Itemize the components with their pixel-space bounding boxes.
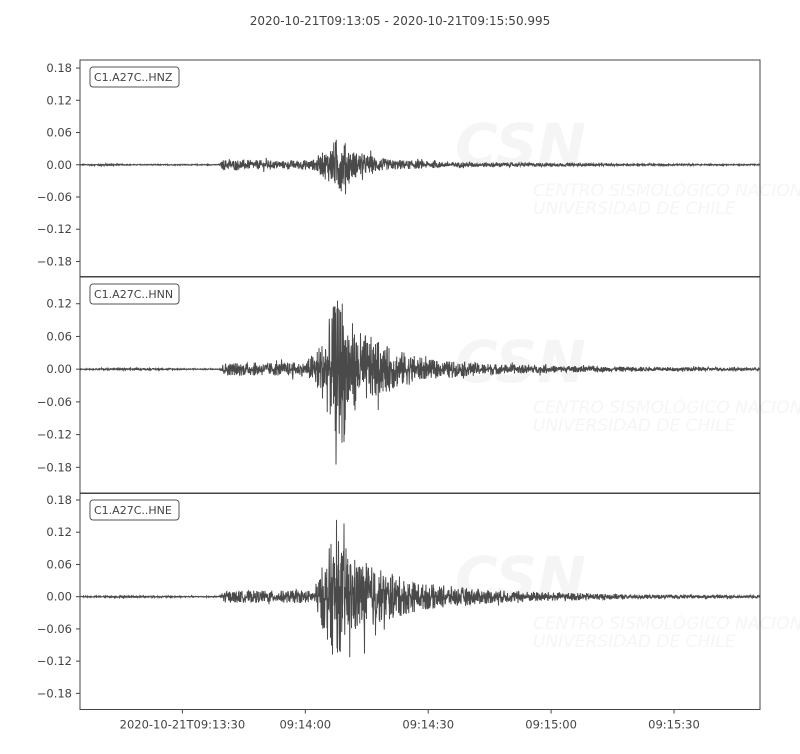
trace-label-box — [89, 66, 180, 88]
y-tick-label: 0.12 — [46, 297, 72, 311]
x-axis: 2020-10-21T09:13:30 09:14:00 09:14:30 09:15… — [120, 709, 700, 732]
y-tick-label: 0.00 — [46, 158, 72, 172]
chart-title: 2020-10-21T09:13:05 - 2020-10-21T09:15:5… — [250, 14, 551, 28]
y-tick-label: 0.00 — [46, 590, 72, 604]
x-tick-label: 09:14:30 — [402, 718, 454, 732]
panel-frame — [79, 276, 761, 494]
trace-label: C1.A27C..HNN — [89, 283, 180, 305]
trace-label-text: C1.A27C..HNN — [94, 288, 173, 301]
x-tick-label: 09:15:30 — [648, 718, 700, 732]
y-tick-label: 0.00 — [46, 362, 72, 376]
y-tick-label: 0.12 — [46, 525, 72, 539]
y-tick-label: −0.06 — [37, 395, 72, 409]
watermark-line2: UNIVERSIDAD DE CHILE — [533, 199, 736, 219]
trace-label-box — [89, 283, 180, 305]
csn-watermark-logo: CSNCENTRO SISMOLÓGICO NACIONALUNIVERSIDA… — [455, 328, 800, 436]
y-tick-label: 0.12 — [46, 93, 72, 107]
waveform-trace — [79, 139, 761, 195]
trace-label-text: C1.A27C..HNE — [94, 504, 172, 517]
trace-label: C1.A27C..HNE — [89, 499, 180, 521]
y-tick-label: −0.06 — [37, 190, 72, 204]
y-tick-label: −0.18 — [37, 686, 72, 700]
y-tick-label: −0.18 — [37, 460, 72, 474]
y-tick-label: −0.18 — [37, 254, 72, 268]
y-tick-label: −0.12 — [37, 654, 72, 668]
watermark-line2: UNIVERSIDAD DE CHILE — [533, 632, 736, 652]
y-tick-label: −0.12 — [37, 222, 72, 236]
y-tick-label: 0.18 — [46, 61, 72, 75]
x-tick-label: 09:15:00 — [525, 718, 577, 732]
y-tick-label: 0.18 — [46, 493, 72, 507]
trace-label-text: C1.A27C..HNZ — [94, 71, 173, 84]
y-tick-label: 0.06 — [46, 126, 72, 140]
y-tick-label: 0.06 — [46, 329, 72, 343]
panel-frame — [79, 59, 761, 277]
panel-frame — [79, 492, 761, 710]
trace-label-box — [89, 499, 180, 521]
x-tick-label: 09:14:00 — [279, 718, 331, 732]
panel-C1.A27C..HNN: CSNCENTRO SISMOLÓGICO NACIONALUNIVERSIDA… — [37, 276, 800, 494]
watermark-csn: CSN — [455, 111, 586, 179]
panel-C1.A27C..HNZ: CSNCENTRO SISMOLÓGICO NACIONALUNIVERSIDA… — [37, 59, 761, 277]
waveform-trace — [79, 519, 761, 658]
y-tick-label: 0.06 — [46, 557, 72, 571]
y-tick-label: −0.06 — [37, 622, 72, 636]
trace-label: C1.A27C..HNZ — [89, 66, 180, 88]
y-tick-label: −0.12 — [37, 428, 72, 442]
watermark-line2: UNIVERSIDAD DE CHILE — [533, 416, 736, 436]
waveform-trace — [79, 300, 761, 465]
x-tick-label: 2020-10-21T09:13:30 — [120, 718, 246, 732]
panel-C1.A27C..HNE: CSNCENTRO SISMOLÓGICO NACIONALUNIVERSIDA… — [37, 492, 761, 710]
